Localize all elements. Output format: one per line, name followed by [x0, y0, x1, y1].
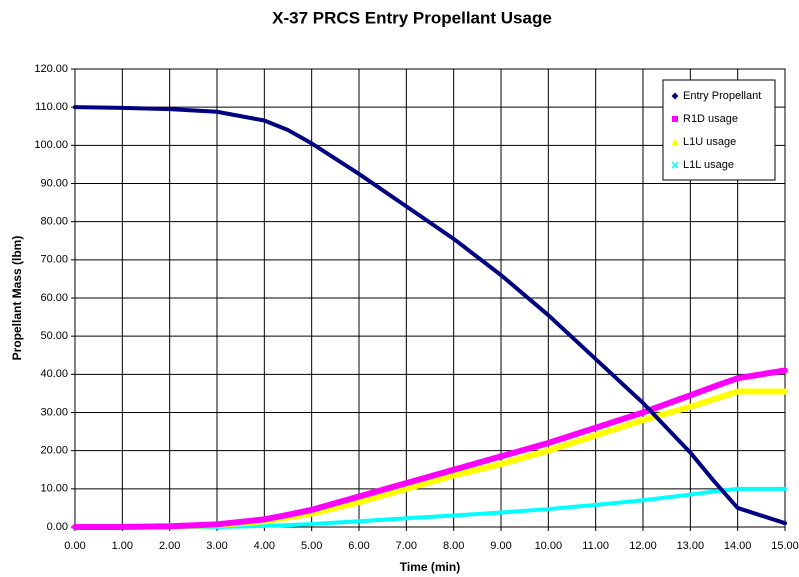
x-tick-label: 6.00	[348, 540, 369, 552]
y-axis-label: Propellant Mass (lbm)	[10, 236, 24, 361]
y-tick-label: 120.00	[34, 63, 68, 75]
x-tick-label: 8.00	[443, 540, 464, 552]
series-line	[73, 105, 787, 526]
legend-box	[662, 79, 776, 181]
y-tick-label: 100.00	[34, 139, 68, 151]
x-tick-label: 5.00	[301, 540, 322, 552]
x-tick-label: 0.00	[64, 540, 85, 552]
x-tick-label: 2.00	[159, 540, 180, 552]
y-tick-label: 60.00	[40, 292, 68, 304]
x-tick-label: 7.00	[396, 540, 417, 552]
x-tick-label: 14.00	[724, 540, 752, 552]
x-axis-label: Time (min)	[400, 560, 460, 574]
x-tick-label: 15.00	[771, 540, 799, 552]
y-tick-label: 50.00	[40, 330, 68, 342]
series-line	[72, 367, 788, 530]
legend-label: Entry Propellant	[683, 90, 761, 102]
y-tick-label: 0.00	[47, 521, 68, 533]
legend-marker	[671, 161, 679, 169]
x-tick-label: 4.00	[254, 540, 275, 552]
legend-marker	[671, 138, 679, 145]
x-tick-label: 11.00	[582, 540, 609, 552]
plot-frame	[74, 68, 786, 528]
series-line	[73, 486, 787, 529]
legend-marker	[672, 116, 678, 122]
y-tick-label: 110.00	[35, 101, 68, 113]
y-tick-label: 90.00	[40, 177, 68, 189]
y-tick-label: 40.00	[40, 368, 68, 380]
x-tick-label: 9.00	[490, 540, 511, 552]
x-tick-label: 1.00	[112, 540, 133, 552]
x-tick-label: 3.00	[206, 540, 227, 552]
y-tick-label: 20.00	[40, 445, 68, 457]
series-line	[72, 388, 788, 530]
y-tick-label: 80.00	[40, 216, 68, 228]
legend-label: L1U usage	[683, 136, 736, 148]
y-tick-label: 70.00	[40, 254, 68, 266]
legend-label: R1D usage	[683, 113, 738, 125]
x-tick-label: 10.00	[535, 540, 563, 552]
y-tick-label: 10.00	[40, 483, 68, 495]
chart-title: X-37 PRCS Entry Propellant Usage	[272, 8, 552, 27]
legend-marker	[671, 92, 679, 100]
x-tick-label: 12.00	[629, 540, 657, 552]
x-tick-label: 13.00	[677, 540, 705, 552]
y-tick-label: 30.00	[40, 406, 68, 418]
legend: Entry Propellant R1D usage L1U usage L1L us…	[662, 79, 776, 181]
legend-label: L1L usage	[683, 159, 734, 171]
